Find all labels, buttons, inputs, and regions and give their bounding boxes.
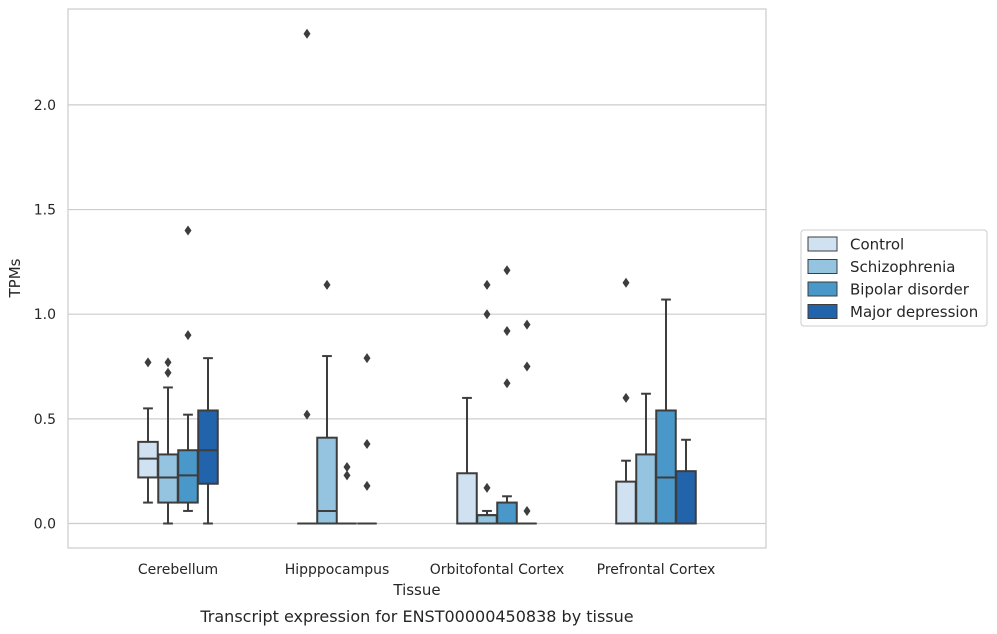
box-iqr: [316, 436, 338, 525]
legend-swatch: [807, 236, 838, 252]
outlier-point: [144, 357, 152, 368]
box-plot: [316, 279, 338, 525]
plot-frame: [67, 8, 767, 549]
box-plot: [137, 357, 159, 504]
outlier-point: [323, 279, 331, 290]
outlier-point: [164, 367, 172, 378]
legend: Control Schizophrenia Bipolar disorder Majo…: [800, 229, 988, 327]
legend-label: Bipolar disorder: [850, 281, 970, 299]
outlier-point: [622, 277, 630, 288]
x-tick-label: Hipppocampus: [285, 562, 390, 578]
box-iqr: [675, 470, 697, 525]
x-axis-ticks: Cerebellum Hipppocampus Orbitofontal Corte…: [138, 562, 715, 578]
outlier-point: [483, 482, 491, 493]
box-iqr: [177, 449, 199, 504]
x-tick-label: Orbitofontal Cortex: [430, 562, 565, 578]
box-iqr: [476, 514, 498, 525]
outlier-point: [303, 409, 311, 420]
box-plot: [496, 265, 518, 525]
y-axis-label: TPMs: [6, 258, 24, 298]
box-groups: [137, 28, 697, 525]
outlier-point: [503, 325, 511, 336]
legend-label: Control: [850, 236, 904, 254]
box-iqr: [496, 501, 518, 525]
box-iqr: [157, 453, 179, 504]
y-tick-label: 2.0: [34, 98, 56, 114]
box-plot: [337, 461, 357, 525]
outlier-point: [363, 438, 371, 449]
box-plot: [357, 353, 377, 525]
legend-swatch: [807, 281, 838, 297]
x-tick-label: Cerebellum: [138, 562, 218, 578]
outlier-point: [303, 28, 311, 39]
box-plot: [197, 357, 219, 525]
outlier-point: [184, 225, 192, 236]
legend-label: Schizophrenia: [850, 258, 955, 276]
legend-swatch: [807, 304, 838, 319]
box-iqr: [456, 472, 478, 525]
legend-label: Major depression: [850, 303, 978, 321]
y-tick-label: 0.5: [34, 412, 56, 428]
outlier-point: [483, 279, 491, 290]
outlier-point: [523, 361, 531, 372]
figure-caption: Transcript expression for ENST0000045083…: [199, 607, 633, 626]
y-tick-label: 1.5: [34, 203, 56, 219]
box-plot: [517, 319, 537, 525]
box-iqr: [635, 453, 657, 525]
outlier-point: [164, 357, 172, 368]
box-iqr: [655, 409, 677, 525]
outlier-point: [184, 330, 192, 341]
outlier-point: [503, 265, 511, 276]
box-iqr: [137, 440, 159, 479]
legend-frame: [800, 229, 988, 327]
outlier-point: [622, 392, 630, 403]
outlier-point: [523, 319, 531, 330]
box-plot: [476, 279, 498, 525]
x-tick-label: Prefrontal Cortex: [597, 562, 716, 578]
box-iqr: [197, 409, 219, 485]
outlier-point: [523, 505, 531, 516]
box-plot: [456, 396, 478, 525]
box-plot: [297, 28, 317, 525]
outlier-point: [363, 353, 371, 364]
legend-swatch: [807, 259, 838, 274]
outlier-point: [503, 378, 511, 389]
box-iqr: [615, 480, 637, 525]
x-axis-label: Tissue: [392, 581, 440, 599]
y-axis-ticks: 0.0 0.5 1.0 1.5 2.0: [34, 98, 56, 533]
y-tick-label: 1.0: [34, 307, 56, 323]
outlier-point: [343, 470, 351, 481]
outlier-point: [483, 309, 491, 320]
box-plot: [615, 277, 637, 525]
outlier-point: [363, 480, 371, 491]
box-plot: [675, 438, 697, 525]
y-tick-label: 0.0: [34, 517, 56, 533]
box-plot: [177, 225, 199, 512]
box-plot: [655, 298, 677, 525]
outlier-point: [343, 461, 351, 472]
